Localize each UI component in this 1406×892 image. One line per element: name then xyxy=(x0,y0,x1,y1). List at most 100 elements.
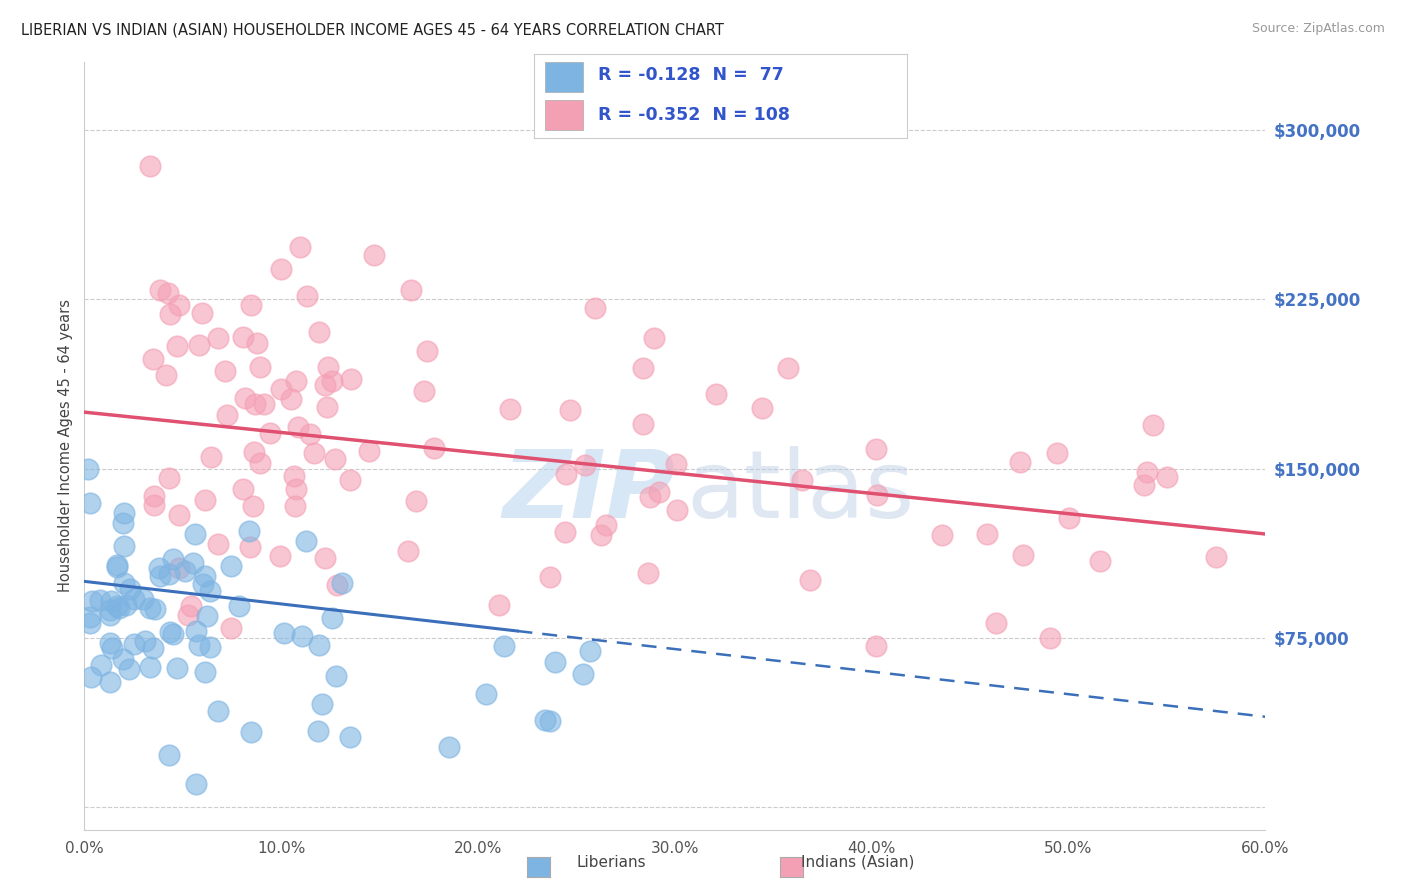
Point xyxy=(579,644,602,658)
Point xyxy=(637,566,659,580)
Point xyxy=(193,569,215,583)
Point xyxy=(291,629,314,643)
Point xyxy=(112,652,135,666)
Point xyxy=(98,603,121,617)
Point xyxy=(664,457,686,471)
Point xyxy=(79,609,101,624)
Point xyxy=(638,490,661,504)
Point xyxy=(148,560,170,574)
Point xyxy=(323,452,346,467)
Point xyxy=(558,403,581,417)
Point xyxy=(198,583,221,598)
Point xyxy=(159,624,181,639)
Point xyxy=(704,387,727,401)
Point xyxy=(239,298,262,312)
Point xyxy=(193,577,215,591)
Point xyxy=(295,289,318,303)
Point xyxy=(194,492,217,507)
Point xyxy=(1057,510,1080,524)
Point xyxy=(284,483,307,497)
Point xyxy=(984,615,1007,630)
Point xyxy=(314,377,336,392)
Point xyxy=(221,621,243,635)
Point xyxy=(80,594,103,608)
Point xyxy=(534,713,557,727)
Point xyxy=(321,374,343,388)
Point xyxy=(538,570,561,584)
Point xyxy=(413,384,436,398)
Point xyxy=(187,338,209,352)
Point xyxy=(308,325,330,339)
Point xyxy=(316,360,339,375)
Point xyxy=(232,330,254,344)
Point xyxy=(98,636,121,650)
Point xyxy=(118,662,141,676)
Point xyxy=(314,551,336,566)
Point xyxy=(574,458,596,472)
Point xyxy=(325,669,347,683)
Point xyxy=(112,576,135,591)
Point xyxy=(162,552,184,566)
Point xyxy=(166,339,188,353)
Point xyxy=(339,730,361,744)
Point xyxy=(790,473,813,487)
Point xyxy=(207,537,229,551)
Text: atlas: atlas xyxy=(686,446,915,538)
Point xyxy=(142,352,165,367)
Point xyxy=(270,382,292,396)
Point xyxy=(173,564,195,578)
Point xyxy=(100,593,122,607)
Point xyxy=(238,524,260,539)
Point xyxy=(112,539,135,553)
Point xyxy=(299,427,322,442)
Point xyxy=(1136,465,1159,479)
Point xyxy=(283,469,305,483)
Point xyxy=(363,248,385,262)
Point xyxy=(643,331,665,345)
Point xyxy=(159,307,181,321)
Point xyxy=(499,402,522,417)
Point xyxy=(865,640,887,654)
Point xyxy=(359,443,381,458)
Point xyxy=(315,400,337,414)
Point xyxy=(665,503,688,517)
Point xyxy=(1205,550,1227,565)
Point xyxy=(184,527,207,541)
Point xyxy=(1046,446,1069,460)
Point xyxy=(79,495,101,509)
Point xyxy=(776,361,799,376)
Point xyxy=(302,446,325,460)
Point xyxy=(215,409,238,423)
Point xyxy=(157,471,180,485)
Point xyxy=(162,627,184,641)
Y-axis label: Householder Income Ages 45 - 64 years: Householder Income Ages 45 - 64 years xyxy=(58,300,73,592)
Point xyxy=(177,608,200,623)
Point xyxy=(423,441,446,455)
Point xyxy=(246,335,269,350)
Point xyxy=(214,364,236,378)
Point xyxy=(142,640,165,655)
Point xyxy=(232,482,254,496)
Point xyxy=(288,240,311,254)
Point xyxy=(259,426,281,441)
Point xyxy=(1039,631,1062,645)
Point xyxy=(396,544,419,558)
Point xyxy=(572,667,595,681)
Point xyxy=(149,283,172,297)
Point xyxy=(197,608,219,623)
Point xyxy=(98,674,121,689)
Point xyxy=(186,624,208,638)
Point xyxy=(200,450,222,464)
Point xyxy=(339,372,361,386)
Point xyxy=(273,625,295,640)
Point xyxy=(111,516,134,531)
Point xyxy=(287,420,309,434)
Point xyxy=(169,560,191,574)
Bar xyxy=(546,62,582,92)
Point xyxy=(295,533,318,548)
Point xyxy=(595,517,617,532)
Point xyxy=(239,540,262,554)
Point xyxy=(284,500,307,514)
Point xyxy=(1133,478,1156,492)
Text: R = -0.352  N = 108: R = -0.352 N = 108 xyxy=(598,105,790,123)
